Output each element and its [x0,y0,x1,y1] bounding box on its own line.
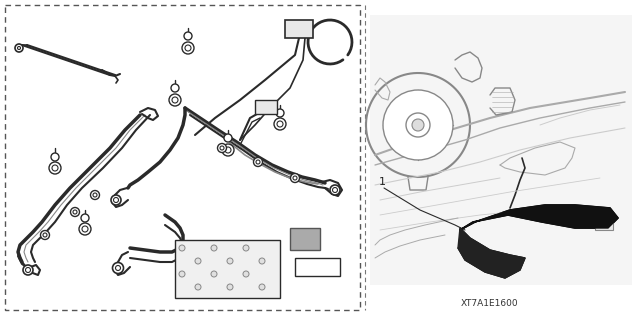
Circle shape [211,245,217,251]
Circle shape [111,195,121,205]
Circle shape [169,94,181,106]
Bar [595,215,613,230]
Circle shape [412,119,424,131]
Circle shape [26,268,31,272]
Circle shape [40,231,49,240]
Circle shape [179,271,185,277]
Circle shape [113,263,124,273]
Circle shape [49,162,61,174]
Circle shape [291,174,300,182]
Circle shape [43,233,47,237]
Circle shape [406,113,430,137]
Text: 1: 1 [379,177,386,187]
Circle shape [218,144,227,152]
Circle shape [259,258,265,264]
Circle shape [243,245,249,251]
Circle shape [330,185,340,195]
Circle shape [17,47,20,49]
Polygon shape [458,228,525,278]
Bar [290,228,320,250]
Circle shape [253,158,262,167]
Circle shape [90,190,99,199]
Circle shape [259,284,265,290]
Bar [255,100,277,114]
Circle shape [293,176,297,180]
Circle shape [224,134,232,142]
Circle shape [79,223,91,235]
Circle shape [256,160,260,164]
Circle shape [113,197,118,203]
Circle shape [383,90,453,160]
Circle shape [333,188,337,192]
Circle shape [51,153,59,161]
Circle shape [182,42,194,54]
Circle shape [82,226,88,232]
Circle shape [23,265,33,275]
Circle shape [81,214,89,222]
Circle shape [115,265,120,271]
Polygon shape [460,205,618,230]
Circle shape [184,32,192,40]
Circle shape [276,109,284,117]
Circle shape [222,144,234,156]
Circle shape [227,258,233,264]
Circle shape [93,193,97,197]
Bar [370,15,632,285]
Circle shape [172,97,178,103]
Bar [5,5,360,310]
Bar [285,20,313,38]
Circle shape [220,146,224,150]
Circle shape [243,271,249,277]
Bar [175,240,280,298]
Circle shape [195,258,201,264]
Circle shape [227,284,233,290]
Circle shape [225,147,231,153]
Text: XT7A1E1600: XT7A1E1600 [461,299,519,308]
Bar [295,258,340,276]
Circle shape [52,165,58,171]
Circle shape [211,271,217,277]
Circle shape [171,84,179,92]
Circle shape [185,45,191,51]
Circle shape [274,118,286,130]
Circle shape [179,245,185,251]
Circle shape [73,210,77,214]
Circle shape [15,44,23,52]
Circle shape [70,207,79,217]
Circle shape [195,284,201,290]
Circle shape [277,121,283,127]
